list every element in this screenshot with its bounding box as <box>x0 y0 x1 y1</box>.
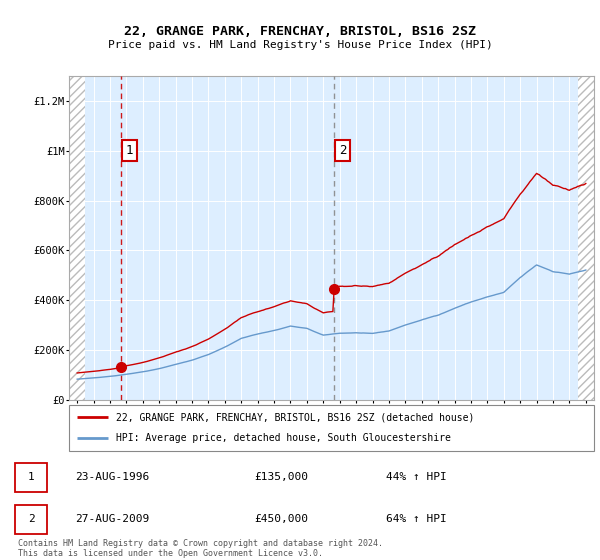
Text: 1: 1 <box>125 144 133 157</box>
Bar <box>69 76 85 400</box>
Text: 2: 2 <box>339 144 346 157</box>
Text: 1: 1 <box>28 473 34 482</box>
Text: £450,000: £450,000 <box>254 515 308 524</box>
Text: 23-AUG-1996: 23-AUG-1996 <box>76 473 149 482</box>
Text: Contains HM Land Registry data © Crown copyright and database right 2024.
This d: Contains HM Land Registry data © Crown c… <box>18 539 383 558</box>
Bar <box>15 505 47 534</box>
Text: 22, GRANGE PARK, FRENCHAY, BRISTOL, BS16 2SZ (detached house): 22, GRANGE PARK, FRENCHAY, BRISTOL, BS16… <box>116 412 475 422</box>
Text: £135,000: £135,000 <box>254 473 308 482</box>
Text: Price paid vs. HM Land Registry's House Price Index (HPI): Price paid vs. HM Land Registry's House … <box>107 40 493 50</box>
Text: 44% ↑ HPI: 44% ↑ HPI <box>386 473 447 482</box>
Text: 64% ↑ HPI: 64% ↑ HPI <box>386 515 447 524</box>
Text: HPI: Average price, detached house, South Gloucestershire: HPI: Average price, detached house, Sout… <box>116 433 451 444</box>
Bar <box>578 76 594 400</box>
Text: 2: 2 <box>28 515 34 524</box>
Bar <box>15 463 47 492</box>
Text: 27-AUG-2009: 27-AUG-2009 <box>76 515 149 524</box>
Text: 22, GRANGE PARK, FRENCHAY, BRISTOL, BS16 2SZ: 22, GRANGE PARK, FRENCHAY, BRISTOL, BS16… <box>124 25 476 38</box>
